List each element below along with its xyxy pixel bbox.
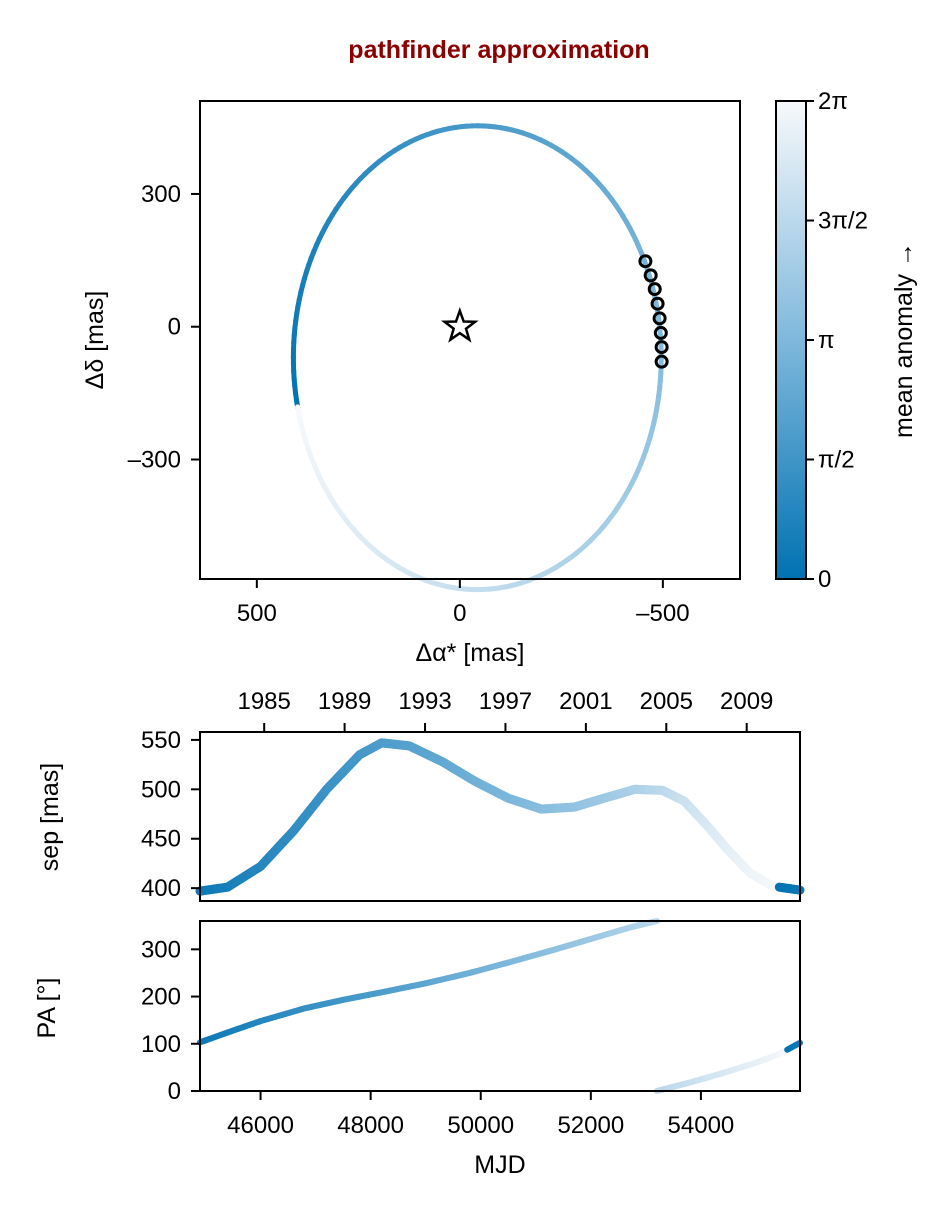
orbit-y-tick-label: –300 (128, 447, 181, 474)
separation-y-ticks: 400 450 500 550 (141, 727, 200, 902)
pa-x-tick-label: 46000 (227, 1112, 294, 1139)
year-tick-label: 2009 (720, 688, 773, 715)
pa-x-tick-label: 48000 (337, 1112, 404, 1139)
pa-y-tick-label: 0 (168, 1078, 181, 1105)
pa-frame (200, 921, 800, 1091)
colorbar-tick-label: 0 (818, 566, 831, 593)
colorbar-tick-label: π/2 (818, 447, 855, 474)
orbit-y-tick-label: 300 (141, 181, 181, 208)
separation-frame (200, 732, 800, 901)
colorbar-ticks: 0 π/2 π 3π/2 2π (806, 88, 868, 593)
separation-y-tick-label: 450 (141, 826, 181, 853)
year-tick-label: 1997 (479, 688, 532, 715)
orbit-segment (298, 407, 300, 416)
orbit-y-label: Δδ [mas] (81, 291, 109, 390)
chart-title: pathfinder approximation (348, 36, 649, 64)
orbit-x-ticks: 500 0 –500 (237, 579, 690, 627)
pa-y-ticks: 0 100 200 300 (141, 936, 200, 1105)
colorbar-label: mean anomaly → (890, 242, 918, 438)
year-tick-label: 2001 (559, 688, 612, 715)
year-tick-label: 1985 (237, 688, 290, 715)
orbit-y-ticks: 300 0 –300 (128, 181, 200, 474)
pa-y-label: PA [°] (33, 978, 61, 1039)
colorbar-tick-label: 3π/2 (818, 208, 868, 235)
colorbar: 0 π/2 π 3π/2 2π mean anomaly → (776, 88, 918, 593)
pa-marks (200, 921, 800, 1091)
pa-y-tick-label: 200 (141, 984, 181, 1011)
orbit-panel: 500 0 –500 300 0 –300 Δα* [mas] Δδ [mas] (81, 101, 740, 667)
orbit-x-tick-label: –500 (636, 600, 689, 627)
pa-y-tick-label: 100 (141, 1031, 181, 1058)
separation-year-ticks: 1985 1989 1993 1997 2001 2005 2009 (237, 688, 773, 732)
orbit-y-tick-label: 0 (168, 314, 181, 341)
star-marker (445, 311, 476, 340)
year-tick-label: 1989 (318, 688, 371, 715)
orbit-x-label: Δα* [mas] (416, 639, 525, 667)
separation-y-tick-label: 500 (141, 776, 181, 803)
pa-x-tick-label: 50000 (447, 1112, 514, 1139)
pa-x-label: MJD (474, 1151, 525, 1179)
pa-x-tick-label: 54000 (668, 1112, 735, 1139)
colorbar-gradient (776, 101, 806, 579)
colorbar-tick-label: π (818, 327, 835, 354)
separation-panel: 400 450 500 550 1985 1989 1993 1997 2001 2005 200… (36, 688, 800, 902)
pa-x-ticks: 46000 48000 50000 52000 54000 (227, 1091, 734, 1139)
orbit-x-tick-label: 0 (453, 600, 466, 627)
separation-marks (200, 743, 800, 891)
separation-y-label: sep [mas] (36, 763, 64, 871)
year-tick-label: 2005 (640, 688, 693, 715)
orbit-marks (293, 126, 667, 590)
pa-panel: 46000 48000 50000 52000 54000 0 100 200 300 MJD… (33, 921, 800, 1179)
orbit-x-tick-label: 500 (237, 600, 277, 627)
pa-y-tick-label: 300 (141, 936, 181, 963)
colorbar-tick-label: 2π (818, 88, 848, 115)
separation-y-tick-label: 550 (141, 727, 181, 754)
year-tick-label: 1993 (398, 688, 451, 715)
pa-x-tick-label: 52000 (557, 1112, 624, 1139)
separation-y-tick-label: 400 (141, 875, 181, 902)
